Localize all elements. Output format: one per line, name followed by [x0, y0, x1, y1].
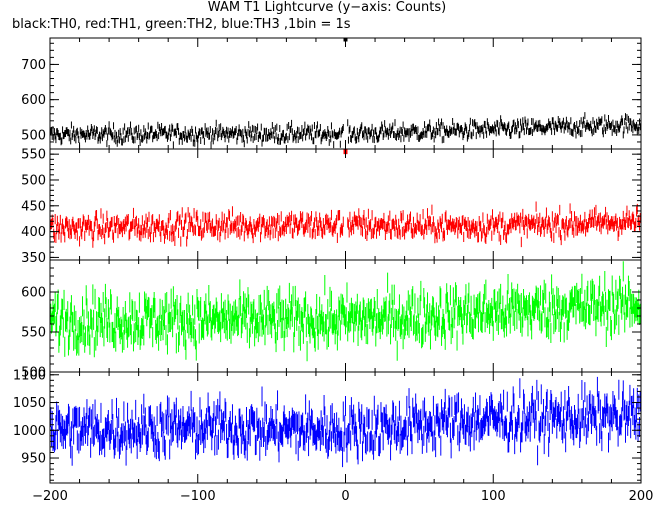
figure-title: WAM T1 Lightcurve (y−axis: Counts)	[207, 0, 447, 15]
xtick-label: −100	[180, 489, 216, 504]
figure-subtitle: black:TH0, red:TH1, green:TH2, blue:TH3 …	[12, 17, 351, 32]
ytick-label: 550	[21, 326, 46, 341]
panel-th3: 950 1000 1050 1100	[13, 368, 642, 484]
ytick-label: 350	[21, 251, 46, 266]
xtick-label: 0	[341, 489, 349, 504]
ytick-label: 500	[21, 173, 46, 188]
ytick-label: 450	[21, 199, 46, 214]
ytick-label: 500	[21, 128, 46, 143]
xtick-label: 200	[629, 489, 654, 504]
ytick-label: 700	[21, 58, 46, 73]
ytick-label: 1100	[13, 368, 46, 383]
panel-th0: 500 600 700	[21, 37, 642, 150]
panel-th2: 500 550 600	[21, 259, 642, 381]
panel-frame	[49, 37, 642, 150]
series-th2	[50, 261, 641, 362]
xtick-label: 100	[481, 489, 506, 504]
ytick-label: 1050	[13, 396, 46, 411]
series-th0	[50, 38, 641, 149]
series-th3	[50, 376, 641, 468]
ytick-label: 600	[21, 93, 46, 108]
ytick-label: 1000	[13, 424, 46, 439]
ytick-label: 400	[21, 225, 46, 240]
series-th1	[50, 149, 641, 248]
panel-th1: 350 400 450 500 550	[21, 148, 642, 266]
ytick-label: 550	[21, 148, 46, 163]
ytick-label: 600	[21, 286, 46, 301]
panel-frame	[49, 148, 642, 261]
ytick-label: 950	[21, 452, 46, 467]
xtick-label: −200	[32, 489, 68, 504]
ytick-label: 500	[21, 366, 46, 381]
